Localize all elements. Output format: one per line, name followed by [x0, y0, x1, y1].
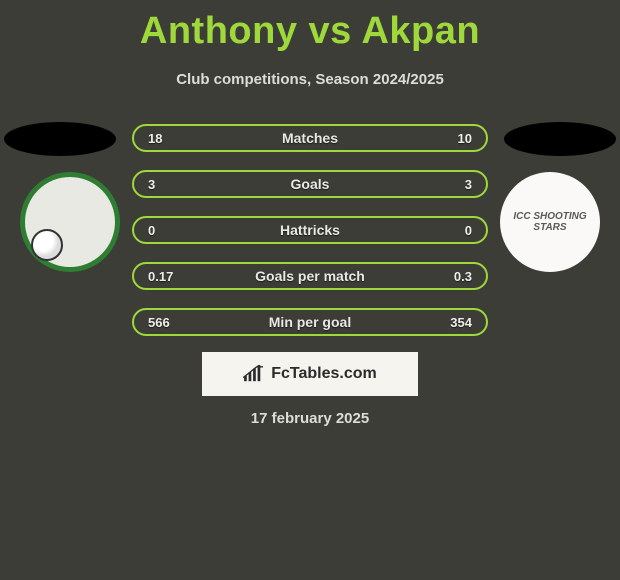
stat-label: Hattricks: [280, 222, 340, 238]
stat-row-matches: 18 Matches 10: [132, 124, 488, 152]
branding-text: FcTables.com: [271, 365, 377, 383]
page-title: Anthony vs Akpan: [0, 0, 620, 53]
stat-label: Matches: [282, 130, 338, 146]
player-silhouette-right: [504, 122, 616, 156]
stat-row-hattricks: 0 Hattricks 0: [132, 216, 488, 244]
bar-chart-icon: [243, 365, 265, 383]
stat-value-right: 354: [450, 310, 472, 334]
football-icon: [31, 229, 63, 261]
branding-box: FcTables.com: [202, 352, 418, 396]
stat-value-left: 0.17: [148, 264, 173, 288]
stat-row-min-per-goal: 566 Min per goal 354: [132, 308, 488, 336]
stat-value-left: 566: [148, 310, 170, 334]
stat-label: Min per goal: [269, 314, 351, 330]
stat-value-left: 0: [148, 218, 155, 242]
stat-value-left: 18: [148, 126, 162, 150]
stat-row-goals-per-match: 0.17 Goals per match 0.3: [132, 262, 488, 290]
stat-row-goals: 3 Goals 3: [132, 170, 488, 198]
stat-value-left: 3: [148, 172, 155, 196]
subtitle: Club competitions, Season 2024/2025: [0, 71, 620, 88]
stats-panel: 18 Matches 10 3 Goals 3 0 Hattricks 0 0.…: [132, 124, 488, 354]
stat-value-right: 10: [458, 126, 472, 150]
player-silhouette-left: [4, 122, 116, 156]
club-right-label: ICC SHOOTING STARS: [500, 211, 600, 233]
stat-label: Goals per match: [255, 268, 365, 284]
date-text: 17 february 2025: [0, 410, 620, 427]
stat-value-right: 0.3: [454, 264, 472, 288]
club-badge-left: [20, 172, 120, 272]
club-badge-right: ICC SHOOTING STARS: [500, 172, 600, 272]
stat-value-right: 3: [465, 172, 472, 196]
stat-label: Goals: [291, 176, 330, 192]
stat-value-right: 0: [465, 218, 472, 242]
